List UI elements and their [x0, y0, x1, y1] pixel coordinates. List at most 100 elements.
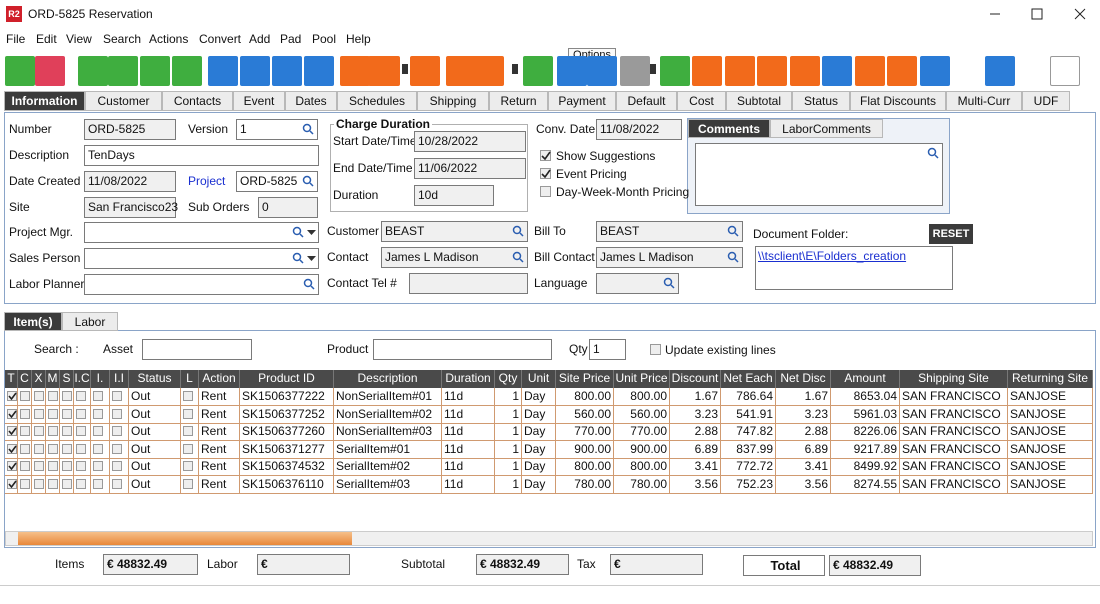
checkbox[interactable] [93, 478, 103, 489]
tab[interactable]: UDF [1022, 91, 1070, 111]
checkbox[interactable] [76, 408, 86, 419]
toolbar-button[interactable] [822, 56, 852, 86]
checkbox[interactable] [183, 408, 193, 419]
column-header[interactable]: Status [129, 370, 181, 388]
input-box[interactable]: 10/28/2022 [414, 131, 526, 152]
lookup-icon[interactable] [292, 252, 304, 264]
menu-item[interactable]: Actions [149, 32, 189, 46]
lookup-icon[interactable] [927, 147, 939, 159]
checkbox[interactable] [540, 168, 551, 179]
checkbox[interactable] [112, 391, 122, 401]
toolbar-button[interactable] [35, 56, 65, 86]
toolbar-button[interactable] [620, 56, 650, 86]
column-header[interactable]: Duration [442, 370, 495, 388]
column-header[interactable]: X [32, 370, 46, 388]
column-header[interactable]: Net Each [721, 370, 776, 388]
tab[interactable]: Return [489, 91, 548, 111]
column-header[interactable]: Unit Price [614, 370, 670, 388]
input-box[interactable]: 11/06/2022 [414, 158, 526, 179]
toolbar-button[interactable] [340, 56, 370, 86]
input-box[interactable] [596, 273, 679, 294]
lookup-icon[interactable] [292, 226, 304, 238]
input-box[interactable]: ORD-5825 [84, 119, 176, 140]
checkbox[interactable] [183, 461, 193, 471]
checkbox[interactable] [34, 426, 44, 436]
lookup-icon[interactable] [663, 277, 675, 289]
input-box[interactable] [84, 222, 319, 243]
input-box[interactable]: 11/08/2022 [84, 171, 176, 192]
column-header[interactable]: Site Price [556, 370, 614, 388]
menu-item[interactable]: View [66, 32, 92, 46]
tab[interactable]: Flat Discounts [850, 91, 946, 111]
checkbox[interactable] [112, 426, 122, 436]
lookup-icon[interactable] [302, 175, 314, 187]
checkbox[interactable] [34, 408, 44, 419]
checkbox[interactable] [93, 408, 103, 419]
checkbox[interactable] [48, 478, 58, 489]
input-box[interactable] [84, 248, 319, 269]
input-box[interactable]: James L Madison [596, 247, 743, 268]
toolbar-button[interactable] [887, 56, 917, 86]
toolbar-button[interactable] [523, 56, 553, 86]
tab[interactable]: Information [4, 91, 85, 111]
checkbox[interactable] [76, 478, 86, 489]
column-header[interactable]: I. [91, 370, 110, 388]
input-box[interactable]: ORD-5825 [236, 171, 318, 192]
asset-box[interactable] [142, 339, 252, 360]
checkbox[interactable] [650, 344, 661, 355]
column-header[interactable]: Net Disc [776, 370, 831, 388]
toolbar-button[interactable] [557, 56, 587, 86]
toolbar-button[interactable] [692, 56, 722, 86]
scroll-thumb[interactable] [18, 532, 352, 545]
checkbox[interactable] [48, 443, 58, 454]
column-header[interactable]: Qty [495, 370, 522, 388]
comment-tab[interactable]: LaborComments [770, 119, 883, 138]
column-header[interactable]: Unit [522, 370, 556, 388]
column-header[interactable]: Product ID [240, 370, 334, 388]
menu-item[interactable]: Add [249, 32, 271, 46]
checkbox[interactable] [62, 426, 72, 436]
checkbox[interactable] [76, 443, 86, 454]
column-header[interactable]: Amount [831, 370, 900, 388]
checkbox[interactable] [112, 461, 122, 471]
toolbar-button[interactable] [660, 56, 690, 86]
input-box[interactable]: € [257, 554, 350, 575]
input-box[interactable]: San Francisco23 [84, 197, 178, 218]
checkbox[interactable] [34, 391, 44, 401]
toolbar-dropdown[interactable] [650, 64, 656, 74]
checkbox[interactable] [7, 461, 17, 471]
tab[interactable]: Multi-Curr [946, 91, 1022, 111]
checkbox[interactable] [20, 478, 30, 489]
checkbox[interactable] [48, 461, 58, 471]
checkbox[interactable] [93, 426, 103, 436]
checkbox[interactable] [540, 150, 551, 161]
menu-item[interactable]: Help [346, 32, 371, 46]
tab[interactable]: Event [233, 91, 285, 111]
checkbox[interactable] [34, 461, 44, 471]
lookup-icon[interactable] [303, 278, 315, 290]
toolbar-button[interactable] [240, 56, 270, 86]
tab[interactable]: Default [616, 91, 677, 111]
checkbox[interactable] [62, 443, 72, 454]
checkbox[interactable] [48, 391, 58, 401]
input-box[interactable]: BEAST [596, 221, 743, 242]
column-header[interactable]: L [181, 370, 199, 388]
toolbar-button[interactable] [5, 56, 35, 86]
checkbox[interactable] [20, 461, 30, 471]
checkbox[interactable] [62, 461, 72, 471]
checkbox[interactable] [34, 478, 44, 489]
toolbar-button[interactable] [855, 56, 885, 86]
toolbar-button[interactable] [725, 56, 755, 86]
toolbar-button[interactable] [78, 56, 108, 86]
checkbox[interactable] [48, 408, 58, 419]
checkbox[interactable] [112, 408, 122, 419]
checkbox[interactable] [76, 391, 86, 401]
input-box[interactable]: BEAST [381, 221, 528, 242]
checkbox[interactable] [93, 443, 103, 454]
tab[interactable]: Subtotal [726, 91, 792, 111]
input-box[interactable]: James L Madison [381, 247, 528, 268]
checkbox[interactable] [20, 443, 30, 454]
tab[interactable]: Status [792, 91, 850, 111]
menu-item[interactable]: Search [103, 32, 142, 46]
lookup-icon[interactable] [302, 123, 314, 135]
